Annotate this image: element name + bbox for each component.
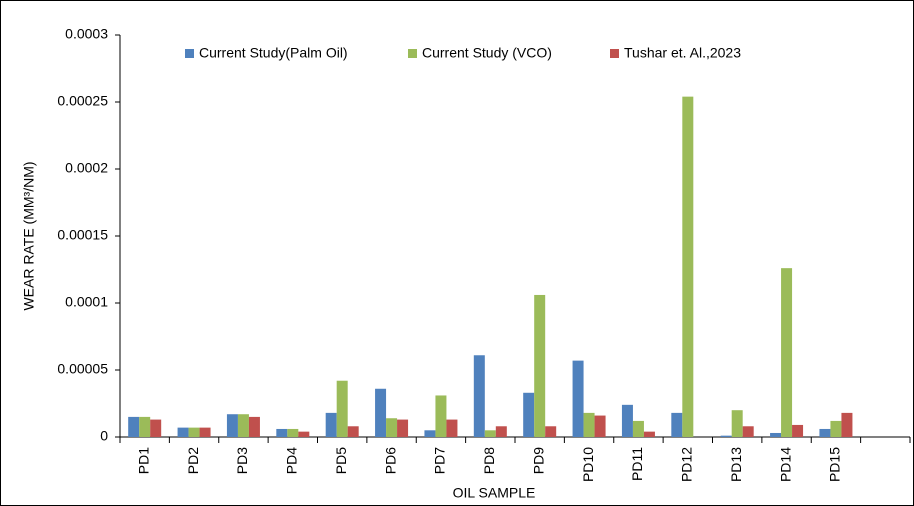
x-tick-label: PD9 bbox=[530, 447, 546, 474]
x-tick-label: PD8 bbox=[481, 447, 497, 474]
bar bbox=[473, 355, 485, 437]
bar bbox=[248, 416, 260, 437]
x-tick-label: PD4 bbox=[284, 447, 300, 474]
bar bbox=[150, 419, 162, 437]
bar bbox=[177, 427, 189, 437]
bar bbox=[276, 428, 288, 437]
bar bbox=[287, 428, 299, 437]
bar bbox=[632, 420, 644, 437]
bar bbox=[523, 392, 535, 437]
y-tick-label: 0.0003 bbox=[65, 26, 108, 42]
x-tick-label: PD12 bbox=[679, 447, 695, 482]
x-tick-label: PD6 bbox=[382, 447, 398, 474]
bar bbox=[446, 419, 458, 437]
y-tick-label: 0.00005 bbox=[57, 361, 108, 377]
x-tick-label: PD14 bbox=[777, 447, 793, 482]
x-tick-label: PD15 bbox=[827, 447, 843, 482]
legend-swatch bbox=[185, 49, 194, 58]
y-tick-label: 0.00025 bbox=[57, 93, 108, 109]
legend-label: Tushar et. Al.,2023 bbox=[624, 45, 741, 61]
bar bbox=[583, 412, 595, 437]
bar bbox=[643, 431, 655, 437]
bar bbox=[336, 380, 348, 437]
bar bbox=[386, 418, 398, 437]
x-tick-label: PD11 bbox=[629, 447, 645, 481]
bar bbox=[128, 416, 140, 437]
bar bbox=[424, 430, 436, 437]
bar bbox=[545, 426, 557, 437]
x-tick-label: PD10 bbox=[580, 447, 596, 482]
bar bbox=[298, 431, 310, 437]
legend-label: Current Study (VCO) bbox=[422, 45, 552, 61]
y-tick-label: 0.00015 bbox=[57, 227, 108, 243]
bar bbox=[671, 412, 683, 437]
bar bbox=[830, 420, 842, 437]
bar bbox=[572, 360, 584, 437]
legend-swatch bbox=[610, 49, 619, 58]
y-tick-label: 0.0001 bbox=[65, 294, 108, 310]
bar bbox=[819, 428, 831, 437]
bar bbox=[484, 430, 496, 437]
bar bbox=[682, 96, 694, 437]
bar bbox=[375, 388, 387, 437]
bar bbox=[237, 414, 249, 437]
bar bbox=[621, 404, 633, 437]
bar bbox=[781, 268, 793, 437]
x-tick-label: PD2 bbox=[185, 447, 201, 474]
bar bbox=[139, 416, 151, 437]
bar bbox=[720, 435, 732, 437]
bar bbox=[347, 426, 359, 437]
bar bbox=[435, 395, 447, 437]
bar bbox=[594, 415, 606, 437]
bar bbox=[397, 419, 409, 437]
bar bbox=[792, 424, 804, 437]
bar bbox=[742, 426, 754, 437]
legend-label: Current Study(Palm Oil) bbox=[199, 45, 348, 61]
bar bbox=[199, 427, 211, 437]
y-tick-label: 0 bbox=[100, 428, 108, 444]
bar bbox=[495, 426, 507, 437]
y-tick-label: 0.0002 bbox=[65, 160, 108, 176]
x-tick-label: PD13 bbox=[728, 447, 744, 482]
bar bbox=[770, 432, 782, 437]
bar bbox=[534, 294, 546, 437]
bar bbox=[188, 427, 200, 437]
bar bbox=[226, 414, 238, 437]
y-axis-label: WEAR RATE (MM³/NM) bbox=[21, 161, 37, 310]
x-tick-label: PD3 bbox=[234, 447, 250, 474]
x-axis-label: OIL SAMPLE bbox=[453, 485, 536, 501]
bar bbox=[841, 412, 853, 437]
bar bbox=[731, 410, 743, 437]
bar bbox=[325, 412, 337, 437]
x-tick-label: PD5 bbox=[333, 447, 349, 474]
legend-swatch bbox=[408, 49, 417, 58]
x-tick-label: PD1 bbox=[135, 447, 151, 474]
x-tick-label: PD7 bbox=[432, 447, 448, 474]
